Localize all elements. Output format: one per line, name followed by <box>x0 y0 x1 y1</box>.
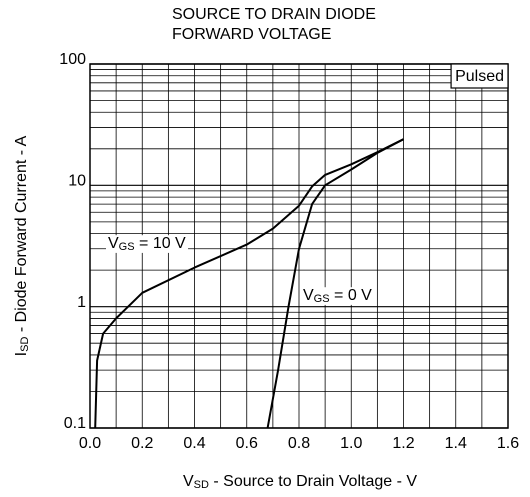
chart-title: FORWARD VOLTAGE <box>172 26 331 43</box>
y-tick-label: 1 <box>77 294 86 311</box>
y-axis-label: ISD - Diode Forward Current - A <box>13 135 31 356</box>
x-tick-label: 1.6 <box>497 435 519 452</box>
chart-title: SOURCE TO DRAIN DIODE <box>172 6 376 23</box>
series-label-group: VGS = 10 V <box>106 235 189 253</box>
x-tick-label: 1.4 <box>445 435 467 452</box>
series-line <box>266 138 404 429</box>
series-line <box>94 138 404 429</box>
x-tick-label: 0.6 <box>236 435 258 452</box>
annotation: Pulsed <box>455 68 504 85</box>
x-tick-label: 0.0 <box>79 435 101 452</box>
annotation-box <box>450 63 509 89</box>
plot-frame <box>89 63 509 429</box>
y-tick-label: 10 <box>68 173 86 190</box>
label-background <box>301 287 375 305</box>
x-axis-label: VSD - Source to Drain Voltage - V <box>183 473 417 491</box>
label-background <box>106 235 189 253</box>
series-label: VGS = 0 V <box>303 287 372 305</box>
y-tick-label: 100 <box>59 51 86 68</box>
x-tick-label: 0.2 <box>131 435 153 452</box>
x-tick-label: 0.4 <box>183 435 205 452</box>
y-tick-label: 0.1 <box>64 415 86 432</box>
x-tick-label: 0.8 <box>288 435 310 452</box>
series-label-group: VGS = 0 V <box>301 287 375 305</box>
series-label: VGS = 10 V <box>108 235 186 253</box>
annotation-group: Pulsed <box>450 63 509 89</box>
x-tick-label: 1.2 <box>392 435 414 452</box>
x-tick-label: 1.0 <box>340 435 362 452</box>
